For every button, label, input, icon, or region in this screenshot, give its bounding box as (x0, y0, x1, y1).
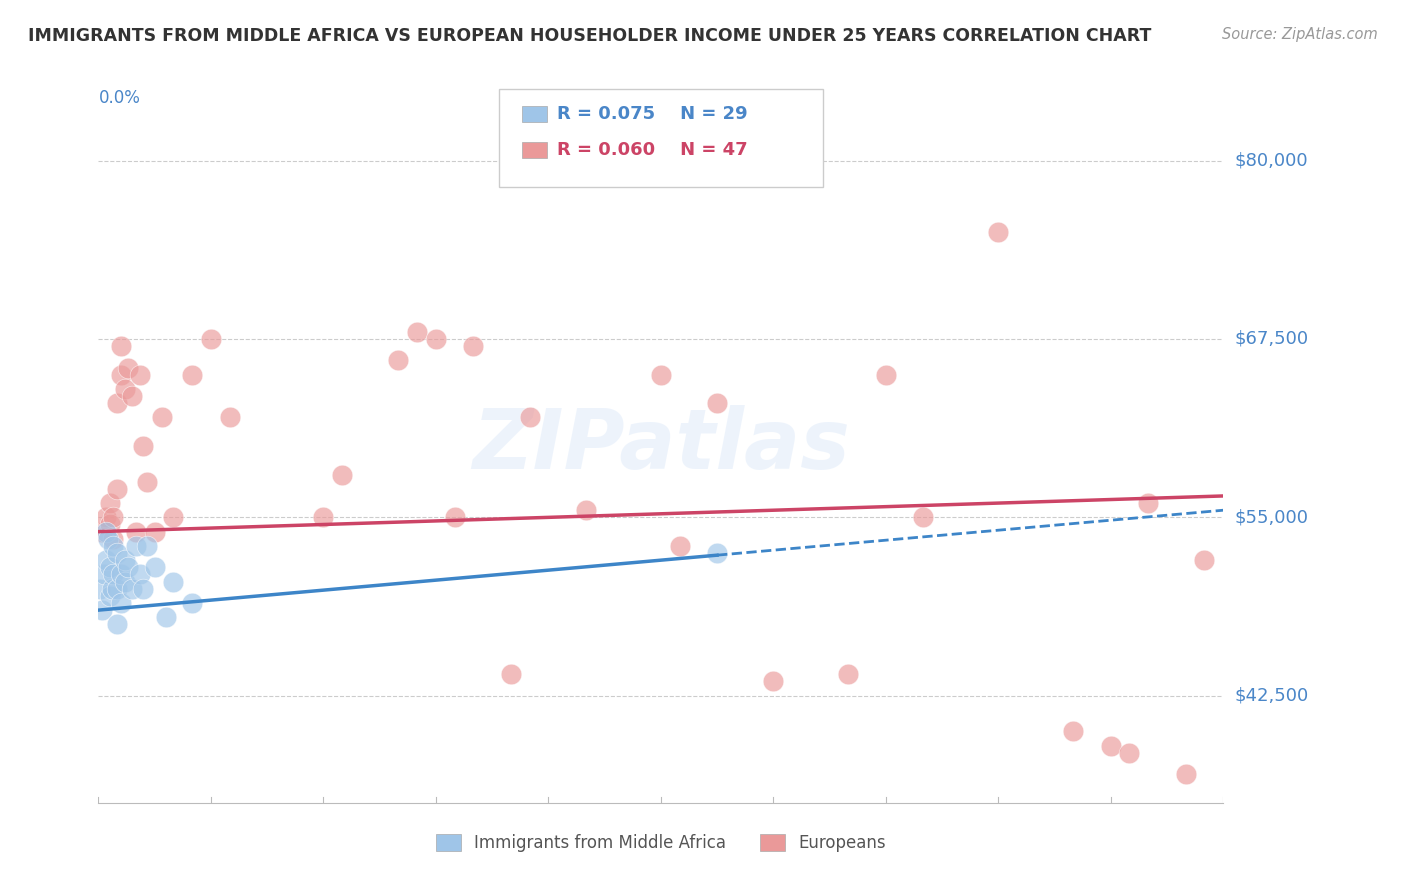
Text: $67,500: $67,500 (1234, 330, 1309, 348)
Point (181, 368, 204, 382)
Point (650, 368, 672, 382)
Point (143, 524, 166, 539)
Point (103, 567, 125, 582)
Point (128, 368, 150, 382)
Point (706, 546, 728, 560)
Point (100, 582, 122, 596)
Point (200, 332, 222, 346)
Point (706, 396, 728, 410)
Point (105, 617, 128, 632)
Point (110, 596, 132, 610)
Point (150, 410, 173, 425)
Point (110, 368, 132, 382)
Text: $55,000: $55,000 (1234, 508, 1309, 526)
Point (132, 439, 155, 453)
Point (110, 567, 132, 582)
Point (1118, 746, 1140, 760)
Point (121, 389, 143, 403)
Point (128, 567, 150, 582)
Point (114, 553, 136, 567)
Point (387, 353, 409, 368)
Text: $42,500: $42,500 (1234, 687, 1309, 705)
Point (330, 467, 353, 482)
Point (98, 517, 121, 532)
Point (105, 582, 128, 596)
Text: $80,000: $80,000 (1234, 152, 1308, 169)
Point (103, 532, 125, 546)
Point (121, 582, 143, 596)
Point (91, 603, 114, 617)
Text: ZIPatlas: ZIPatlas (472, 406, 849, 486)
Point (912, 510, 935, 524)
Text: IMMIGRANTS FROM MIDDLE AFRICA VS EUROPEAN HOUSEHOLDER INCOME UNDER 25 YEARS CORR: IMMIGRANTS FROM MIDDLE AFRICA VS EUROPEA… (28, 27, 1152, 45)
Point (94, 510, 117, 524)
Text: R = 0.060    N = 47: R = 0.060 N = 47 (557, 141, 748, 159)
Point (312, 510, 335, 524)
Point (132, 582, 155, 596)
Point (98, 496, 121, 510)
Point (499, 667, 522, 681)
Point (125, 539, 148, 553)
Point (406, 325, 429, 339)
Point (1099, 739, 1122, 753)
Point (443, 510, 465, 524)
Text: 0.0%: 0.0% (98, 89, 141, 107)
Point (98, 560, 121, 574)
Point (93, 567, 115, 582)
Legend: Immigrants from Middle Africa, Europeans: Immigrants from Middle Africa, Europeans (429, 827, 893, 859)
Point (105, 396, 128, 410)
Point (987, 225, 1010, 239)
Point (136, 539, 159, 553)
Point (98, 589, 121, 603)
Point (218, 410, 240, 425)
Point (94, 553, 117, 567)
Point (425, 332, 447, 346)
Point (94, 524, 117, 539)
Point (875, 368, 897, 382)
Point (575, 503, 598, 517)
Text: R = 0.075    N = 29: R = 0.075 N = 29 (557, 105, 748, 123)
Point (136, 475, 159, 489)
Point (105, 546, 128, 560)
Point (1137, 496, 1160, 510)
Point (114, 574, 136, 589)
Point (519, 410, 541, 425)
Text: Source: ZipAtlas.com: Source: ZipAtlas.com (1222, 27, 1378, 42)
Point (117, 560, 139, 574)
Point (110, 339, 132, 353)
Point (103, 510, 125, 524)
Point (181, 596, 204, 610)
Point (143, 560, 166, 574)
Point (105, 482, 128, 496)
Point (668, 539, 690, 553)
Point (89, 582, 111, 596)
Point (155, 610, 177, 624)
Point (117, 360, 139, 375)
Point (91, 524, 114, 539)
Point (762, 674, 785, 689)
Point (103, 539, 125, 553)
Point (837, 667, 859, 681)
Point (1062, 724, 1084, 739)
Point (114, 382, 136, 396)
Point (125, 524, 148, 539)
Point (1194, 553, 1216, 567)
Point (162, 574, 184, 589)
Point (97, 532, 120, 546)
Point (463, 339, 485, 353)
Point (162, 510, 184, 524)
Point (1174, 767, 1197, 781)
